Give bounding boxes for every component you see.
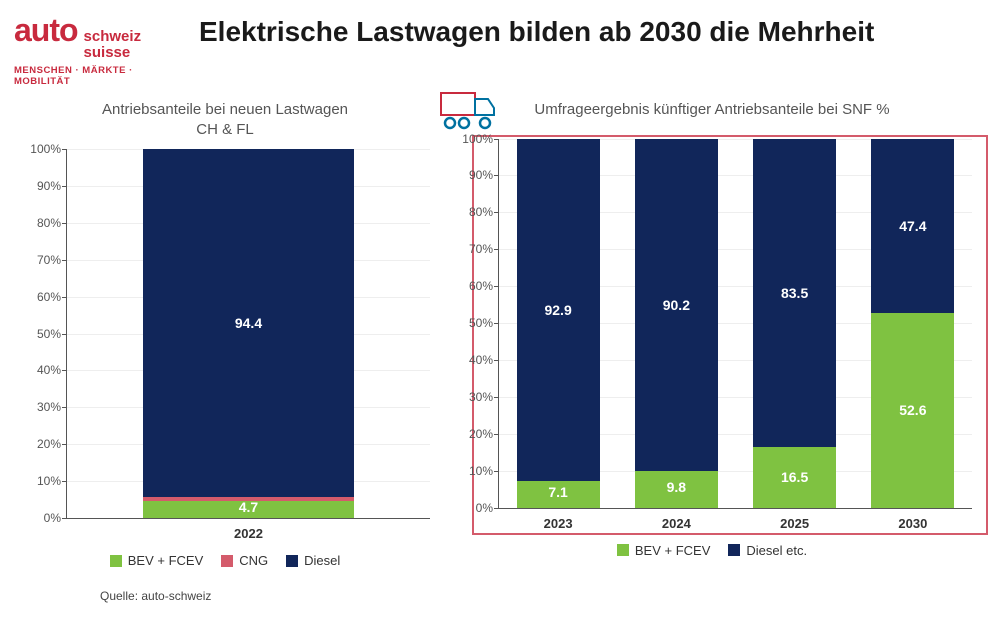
header: auto schweiz suisse MENSCHEN · MÄRKTE · … bbox=[0, 0, 1000, 87]
x-category: 2022 bbox=[67, 518, 430, 541]
logo-word: auto bbox=[14, 12, 78, 49]
legend-swatch bbox=[110, 555, 122, 567]
bar-label: 94.4 bbox=[235, 315, 262, 331]
legend-item: Diesel bbox=[286, 553, 340, 568]
left-subtitle: Antriebsanteile bei neuen LastwagenCH & … bbox=[20, 100, 430, 139]
bar-segment-diesel: 47.4 bbox=[871, 139, 954, 314]
right-subtitle: Umfrageergebnis künftiger Antriebsanteil… bbox=[452, 100, 972, 120]
bar-label: 90.2 bbox=[663, 297, 690, 313]
bar-label: 4.7 bbox=[239, 499, 258, 515]
legend-label: CNG bbox=[239, 553, 268, 568]
right-legend: BEV + FCEV Diesel etc. bbox=[452, 543, 972, 558]
logo-suffix-1: schweiz bbox=[84, 29, 142, 45]
bar-label: 47.4 bbox=[899, 218, 926, 234]
bar-column: 52.647.42030 bbox=[854, 139, 972, 508]
logo-tagline: MENSCHEN · MÄRKTE · MOBILITÄT bbox=[14, 65, 169, 87]
left-plot: 0%10%20%30%40%50%60%70%80%90%100%4.794.4… bbox=[66, 149, 430, 519]
right-plot: 0%10%20%30%40%50%60%70%80%90%100%7.192.9… bbox=[498, 139, 972, 509]
legend-label: BEV + FCEV bbox=[635, 543, 711, 558]
bar-column: 16.583.52025 bbox=[736, 139, 854, 508]
bar-segment-bev: 7.1 bbox=[517, 481, 600, 507]
bar-segment-bev: 4.7 bbox=[143, 501, 354, 518]
bar-label: 92.9 bbox=[544, 302, 571, 318]
bar-label: 52.6 bbox=[899, 402, 926, 418]
legend-item: CNG bbox=[221, 553, 268, 568]
legend-item: Diesel etc. bbox=[728, 543, 807, 558]
left-legend: BEV + FCEV CNG Diesel bbox=[20, 553, 430, 568]
bar-column: 4.794.42022 bbox=[67, 149, 430, 518]
legend-swatch bbox=[221, 555, 233, 567]
logo: auto schweiz suisse MENSCHEN · MÄRKTE · … bbox=[14, 12, 169, 87]
legend-label: Diesel etc. bbox=[746, 543, 807, 558]
charts-row: Antriebsanteile bei neuen LastwagenCH & … bbox=[20, 100, 980, 568]
x-category: 2024 bbox=[617, 508, 735, 531]
legend-label: Diesel bbox=[304, 553, 340, 568]
x-category: 2023 bbox=[499, 508, 617, 531]
legend-swatch bbox=[286, 555, 298, 567]
bar-segment-bev: 16.5 bbox=[753, 447, 836, 508]
x-category: 2030 bbox=[854, 508, 972, 531]
logo-suffix-2: suisse bbox=[84, 45, 142, 61]
bar-segment-diesel: 94.4 bbox=[143, 149, 354, 497]
bar-column: 9.890.22024 bbox=[617, 139, 735, 508]
source-text: Quelle: auto-schweiz bbox=[100, 589, 211, 603]
legend-swatch bbox=[617, 544, 629, 556]
bar-label: 16.5 bbox=[781, 469, 808, 485]
bar-column: 7.192.92023 bbox=[499, 139, 617, 508]
bar-segment-diesel: 83.5 bbox=[753, 139, 836, 447]
bar-label: 9.8 bbox=[667, 479, 686, 495]
legend-label: BEV + FCEV bbox=[128, 553, 204, 568]
legend-swatch bbox=[728, 544, 740, 556]
logo-suffix: schweiz suisse bbox=[84, 29, 142, 61]
page-title: Elektrische Lastwagen bilden ab 2030 die… bbox=[199, 16, 874, 48]
bar-label: 83.5 bbox=[781, 285, 808, 301]
bar-segment-bev: 52.6 bbox=[871, 313, 954, 507]
legend-item: BEV + FCEV bbox=[617, 543, 711, 558]
right-chart: Umfrageergebnis künftiger Antriebsanteil… bbox=[452, 100, 972, 568]
x-category: 2025 bbox=[736, 508, 854, 531]
bar-segment-diesel: 90.2 bbox=[635, 139, 718, 472]
legend-item: BEV + FCEV bbox=[110, 553, 204, 568]
bar-label: 7.1 bbox=[548, 484, 567, 500]
bar-segment-bev: 9.8 bbox=[635, 471, 718, 507]
left-chart: Antriebsanteile bei neuen LastwagenCH & … bbox=[20, 100, 430, 568]
bar-segment-diesel: 92.9 bbox=[517, 139, 600, 482]
